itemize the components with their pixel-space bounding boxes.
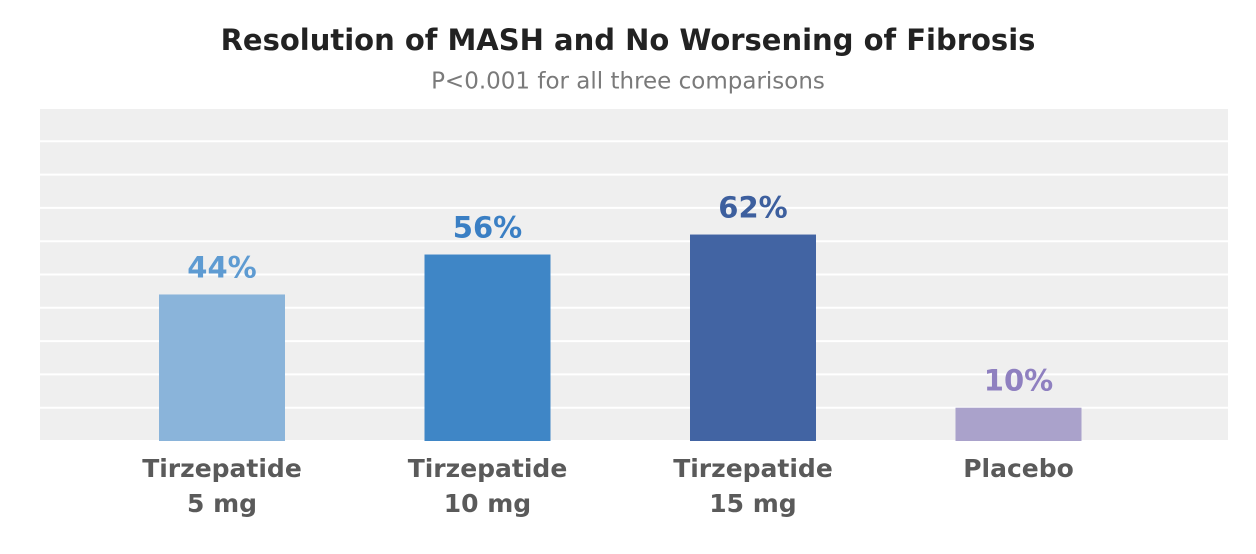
value-label: 62% [718,191,787,225]
bar [159,294,285,441]
value-label: 10% [984,364,1053,398]
chart-subtitle: P<0.001 for all three comparisons [431,69,825,95]
chart-title: Resolution of MASH and No Worsening of F… [221,23,1036,57]
x-tick-label: 15 mg [709,489,796,518]
x-tick-label: Tirzepatide [673,454,833,483]
bar [955,407,1082,441]
value-label: 56% [453,211,522,245]
x-tick-label: Tirzepatide [408,454,568,483]
x-tick-label: 5 mg [187,489,257,518]
value-label: 44% [187,250,256,284]
bar [690,234,816,441]
bar [424,254,551,441]
x-tick-label: Placebo [963,454,1074,483]
x-tick-label: Tirzepatide [142,454,302,483]
x-tick-label: 10 mg [444,489,531,518]
